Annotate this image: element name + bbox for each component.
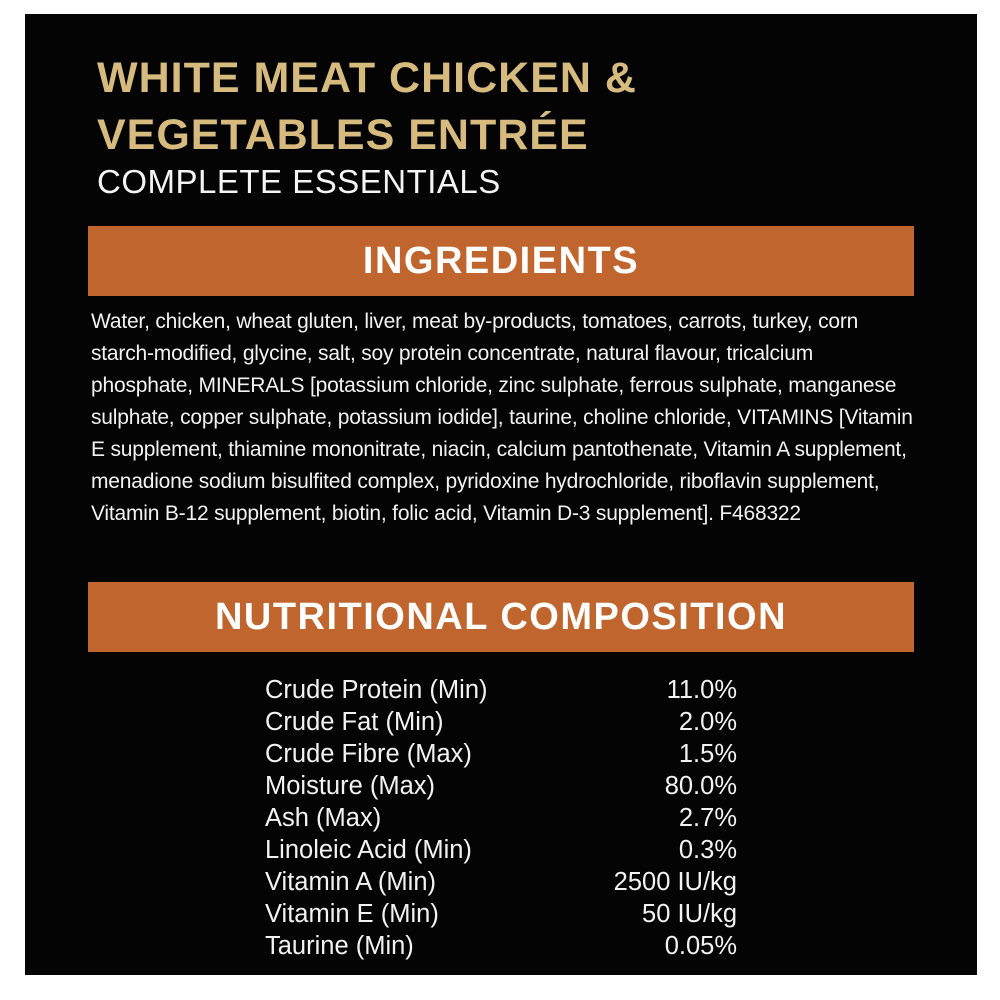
nutrient-label: Linoleic Acid (Min) [265,836,472,864]
ingredients-text: Water, chicken, wheat gluten, liver, mea… [91,310,913,525]
product-subtitle: COMPLETE ESSENTIALS [97,163,501,200]
nutrition-row: Vitamin E (Min) 50 IU/kg [265,898,737,930]
nutrient-value: 2.7% [678,804,737,832]
nutrient-value: 2500 IU/kg [613,868,737,896]
nutrient-label: Crude Fibre (Max) [265,740,472,768]
nutrition-row: Moisture (Max) 80.0% [265,770,737,802]
nutrient-label: Taurine (Min) [265,932,414,960]
nutrient-value: 1.5% [678,740,737,768]
nutrient-value: 2.0% [678,708,737,736]
nutrition-row: Ash (Max) 2.7% [265,802,737,834]
product-title: WHITE MEAT CHICKEN & VEGETABLES ENTRÉE [97,54,637,159]
nutrient-label: Ash (Max) [265,804,382,832]
nutrient-label: Vitamin A (Min) [265,868,437,896]
nutrient-label: Crude Protein (Min) [265,676,488,704]
ingredients-banner: INGREDIENTS [88,226,914,296]
nutrition-row: Crude Protein (Min) 11.0% [265,674,737,706]
nutrition-banner: NUTRITIONAL COMPOSITION [88,582,914,652]
nutrient-value: 80.0% [664,772,737,800]
nutrient-label: Crude Fat (Min) [265,708,444,736]
nutrition-row: Linoleic Acid (Min) 0.3% [265,834,737,866]
nutrient-label: Moisture (Max) [265,772,436,800]
nutrient-value: 0.05% [664,932,737,960]
nutrient-value: 0.3% [678,836,737,864]
nutrition-row: Taurine (Min) 0.05% [265,930,737,962]
nutrition-table: Crude Protein (Min) 11.0% Crude Fat (Min… [265,674,737,962]
nutrition-row: Crude Fibre (Max) 1.5% [265,738,737,770]
nutrient-label: Vitamin E (Min) [265,900,439,928]
nutrition-row: Vitamin A (Min) 2500 IU/kg [265,866,737,898]
nutrient-value: 11.0% [666,676,737,704]
nutrient-value: 50 IU/kg [642,900,737,928]
nutrition-row: Crude Fat (Min) 2.0% [265,706,737,738]
label-panel: WHITE MEAT CHICKEN & VEGETABLES ENTRÉE C… [25,14,977,975]
